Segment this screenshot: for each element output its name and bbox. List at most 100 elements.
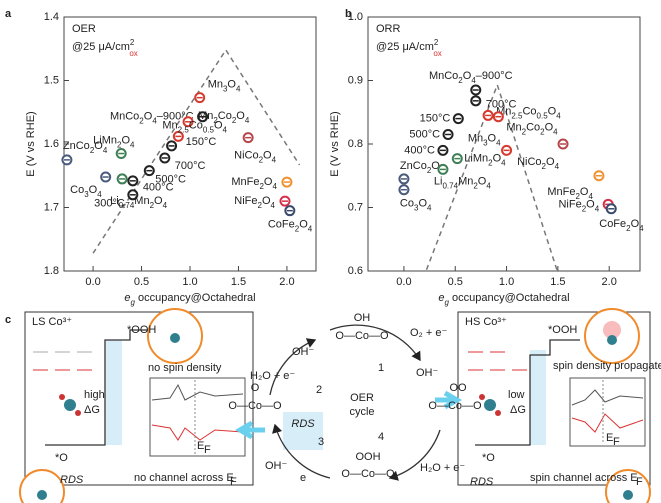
subtitle-sup: 2	[130, 38, 135, 47]
diagram-text: spin channel across E	[530, 472, 638, 484]
diagram-text: E	[606, 432, 613, 444]
y-tick-label: 1.4	[44, 11, 59, 23]
dos-down	[151, 424, 244, 441]
point-label: 700°C	[486, 99, 517, 111]
diagram-text: F	[230, 476, 237, 488]
diagram-text: RDS	[60, 474, 84, 486]
point-label: Li0.74Mn2O4	[110, 195, 167, 210]
cycle-arrow	[272, 423, 331, 479]
dos-up	[571, 389, 644, 406]
point-label: 400°C	[143, 182, 174, 194]
y-tick-label: 1.5	[44, 74, 59, 86]
point-label: Mn3O4	[208, 79, 241, 94]
x-tick-label: 2.0	[602, 276, 617, 288]
x-tick-label: 0.5	[134, 276, 149, 288]
point-label: NiCo2O4	[234, 150, 276, 165]
diagram-text: O—Co—O	[341, 468, 395, 480]
diagram-text: low	[508, 389, 525, 401]
point-label: Mn2.5Co0.5O4	[162, 119, 227, 134]
point-label: 150°C	[186, 136, 217, 148]
point-label: NiFe2O4	[234, 195, 275, 210]
subtitle-sup: 2	[434, 38, 439, 47]
diagram-text: OH⁻	[292, 346, 315, 358]
point-label: MnFe2O4	[231, 176, 277, 191]
diagram-text: *OOH	[548, 324, 577, 336]
point-label: MnFe2O4	[547, 186, 593, 201]
x-label-main: e	[438, 292, 444, 304]
diagram-text: OER	[350, 392, 374, 404]
energy-steps	[475, 339, 580, 446]
point-label: Co3O4	[400, 198, 432, 213]
point-label: Li0.74Mn2O4	[434, 175, 491, 190]
cycle-arrow	[329, 324, 421, 362]
panel-label: b	[345, 8, 352, 20]
spin-cloud	[603, 321, 621, 339]
diagram-text: spin density propagates	[553, 360, 661, 372]
y-tick-label: 0.6	[348, 265, 363, 277]
point-label: 300°C	[94, 198, 125, 210]
orbital-levels	[33, 351, 527, 371]
rds-band	[530, 350, 546, 445]
cycle-arrow	[388, 429, 441, 481]
octahedra	[37, 333, 633, 500]
structure-bubble	[19, 469, 65, 503]
panel-label: a	[5, 8, 12, 20]
dos-inset	[149, 377, 246, 457]
diagram-text: 3	[318, 436, 324, 448]
transfer-arrow	[435, 390, 462, 410]
transfer-arrow	[235, 420, 265, 440]
diagram-text: *O	[482, 452, 495, 464]
dos-inset	[569, 377, 646, 447]
chart-title: ORR	[376, 23, 401, 35]
diagram-text: *OOH	[127, 324, 156, 336]
y-tick-label: 1.6	[44, 138, 59, 150]
diagram-text: high	[84, 389, 105, 401]
x-tick-label: 1.5	[550, 276, 565, 288]
diagram-text: LS Co³⁺	[32, 316, 72, 328]
structure-bubble	[605, 469, 651, 503]
point-label: NiCo2O4	[517, 156, 559, 171]
x-label-rest: occupancy@Octahedral	[135, 292, 256, 304]
diagram-text: cycle	[349, 406, 374, 418]
diagram-text: F	[613, 436, 620, 448]
x-label-main: e	[124, 292, 130, 304]
diagram-text: 1	[378, 362, 384, 374]
point-label: Mn2Co2O4	[506, 122, 558, 137]
point-label: 700°C	[175, 160, 206, 172]
dos-down	[571, 413, 644, 433]
diagram-text: 2	[316, 384, 322, 396]
dos-up	[151, 383, 244, 401]
diagram-text: e	[300, 472, 306, 484]
point-label: 500°C	[155, 174, 186, 186]
x-label-sub: g	[131, 298, 136, 307]
subtitle-sub: ox	[433, 49, 441, 58]
point-label: 500°C	[409, 128, 440, 140]
diagram-text: O—Co—O	[228, 400, 282, 412]
point-label: ZnCo2O4	[63, 140, 108, 155]
y-tick-label: 1.7	[44, 201, 59, 213]
left-box	[24, 311, 254, 486]
x-axis-label: eg occupancy@Octahedral	[124, 292, 255, 307]
rds-band	[283, 412, 323, 450]
point-label: 150°C	[420, 113, 451, 125]
diagram-text: F	[204, 444, 211, 456]
diagram-text: HS Co³⁺	[465, 316, 507, 328]
diagram-text: OH⁻	[265, 460, 288, 472]
diagram-text: OO	[449, 382, 467, 394]
point-label: Mn2.5Co0.5O4	[496, 105, 561, 120]
diagram-text: no channel across E	[134, 472, 234, 484]
point-label: 400°C	[404, 144, 435, 156]
point-label: MnCo2O4–900°C	[429, 70, 513, 85]
diagram-text: H₂O + e⁻	[420, 462, 465, 474]
cycle-arrow	[269, 338, 317, 396]
panel-c-decor	[19, 308, 651, 503]
subtitle-sub: ox	[129, 49, 137, 58]
y-tick-label: 0.8	[348, 138, 363, 150]
diagram-text: RDS	[291, 418, 315, 430]
diagram-text: OH⁻	[416, 367, 439, 379]
y-tick-label: 1.0	[348, 11, 363, 23]
x-tick-label: 1.0	[499, 276, 514, 288]
diagram-text: RDS	[470, 476, 494, 488]
diagram-text: O	[251, 382, 260, 394]
